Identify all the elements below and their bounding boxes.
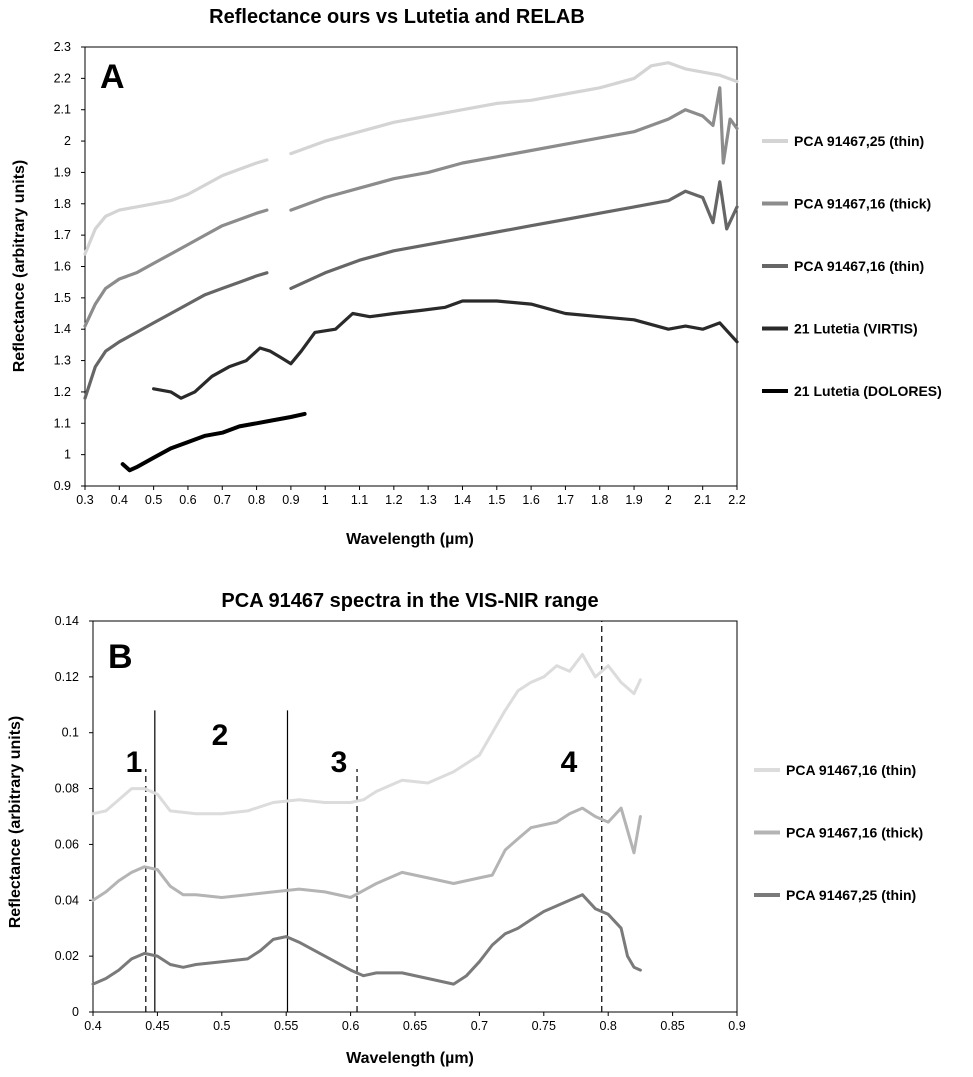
chart-a-legend-label: PCA 91467,16 (thin) xyxy=(794,258,924,274)
chart-a-x-tick-label: 0.6 xyxy=(179,493,196,507)
chart-a-legend-label: PCA 91467,16 (thick) xyxy=(794,196,931,212)
chart-a-x-tick-label: 1.6 xyxy=(522,493,539,507)
chart-b-x-tick-label: 0.75 xyxy=(532,1019,556,1033)
region-label-4: 4 xyxy=(561,746,578,779)
chart-b-y-tick-label: 0.14 xyxy=(55,614,79,628)
chart-a-x-tick-label: 1.4 xyxy=(454,493,471,507)
chart-b-y-tick-label: 0.06 xyxy=(55,837,79,851)
chart-b-x-tick-label: 0.6 xyxy=(342,1019,359,1033)
chart-a-legend: PCA 91467,25 (thin) PCA 91467,16 (thick) P… xyxy=(762,133,942,399)
chart-a-series-line-1 xyxy=(289,61,739,156)
chart-b-x-tick-label: 0.5 xyxy=(213,1019,230,1033)
chart-b-x-tick-label: 0.4 xyxy=(84,1019,101,1033)
chart-a-y-tick-label: 1.8 xyxy=(54,197,71,211)
chart-b-y-tick-label: 0.1 xyxy=(62,726,79,740)
chart-a-legend-label: PCA 91467,25 (thin) xyxy=(794,133,924,149)
chart-a-y-tick-label: 2.2 xyxy=(54,71,71,85)
chart-a-x-tick-label: 0.8 xyxy=(248,493,265,507)
chart-b-panel-label: B xyxy=(108,638,133,676)
chart-a-x-tick-label: 1.9 xyxy=(625,493,642,507)
chart-a-x-tick-label: 1.5 xyxy=(488,493,505,507)
chart-a-x-tick-label: 1.2 xyxy=(385,493,402,507)
chart-a-x-tick-label: 0.4 xyxy=(111,493,128,507)
chart-a-plot-frame xyxy=(84,46,738,487)
chart-b-x-tick-label: 0.85 xyxy=(660,1019,684,1033)
chart-a-x-tick-label: 1.3 xyxy=(419,493,436,507)
chart-b-y-tick-label: 0.04 xyxy=(55,893,79,907)
chart-a-y-tick-label: 1.5 xyxy=(54,291,71,305)
chart-b-legend-label: PCA 91467,16 (thin) xyxy=(786,762,916,778)
chart-a-legend-label: 21 Lutetia (DOLORES) xyxy=(794,383,942,399)
chart-b-series-line-2 xyxy=(91,806,642,902)
chart-a-y-tick-label: 2 xyxy=(64,134,71,148)
chart-a-axes: 0.3 0.4 0.5 0.6 0.7 0.8 0.9 1 1.1 1.2 1.3 1.4 1.5 1.6… xyxy=(54,40,746,507)
chart-a-x-tick-label: 2.2 xyxy=(728,493,745,507)
chart-b-y-tick-label: 0.08 xyxy=(55,782,79,796)
chart-a-x-tick-label: 2 xyxy=(665,493,672,507)
chart-b-x-tick-label: 0.65 xyxy=(403,1019,427,1033)
chart-b-y-tick-label: 0.02 xyxy=(55,949,79,963)
chart-a-x-tick-label: 1.7 xyxy=(557,493,574,507)
chart-b-series xyxy=(91,653,642,986)
chart-a-y-tick-label: 1.3 xyxy=(54,354,71,368)
chart-a-y-tick-label: 0.9 xyxy=(54,479,71,493)
chart-a-y-tick-label: 1.4 xyxy=(54,322,71,336)
chart-a-y-tick-label: 2.1 xyxy=(54,103,71,117)
chart-a-series-line-4 xyxy=(152,299,739,400)
chart-a-y-tick-label: 1 xyxy=(64,448,71,462)
region-label-1: 1 xyxy=(126,746,143,779)
chart-b-legend-label: PCA 91467,25 (thin) xyxy=(786,887,916,903)
chart-b-series-line-1 xyxy=(91,653,642,816)
chart-a-y-tick-label: 1.2 xyxy=(54,385,71,399)
chart-a-y-tick-label: 1.6 xyxy=(54,260,71,274)
chart-a-x-tick-label: 2.1 xyxy=(694,493,711,507)
region-label-2: 2 xyxy=(212,719,229,752)
chart-a-x-tick-label: 1 xyxy=(322,493,329,507)
chart-a-y-tick-label: 2.3 xyxy=(54,40,71,54)
chart-a-xlabel: Wavelength (µm) xyxy=(346,531,474,548)
chart-b-title: PCA 91467 spectra in the VIS-NIR range xyxy=(221,590,598,612)
chart-b-region-lines xyxy=(145,621,603,1012)
chart-a-x-tick-label: 0.3 xyxy=(76,493,93,507)
chart-b-legend-label: PCA 91467,16 (thick) xyxy=(786,825,923,841)
chart-b-axes: 0.4 0.45 0.5 0.55 0.6 0.65 0.7 0.75 0.8 0.85 0.9 0 0… xyxy=(55,614,746,1033)
chart-a-series-line-1 xyxy=(83,158,269,256)
chart-a-y-tick-label: 1.1 xyxy=(54,416,71,430)
chart-b-legend: PCA 91467,16 (thin) PCA 91467,16 (thick) P… xyxy=(754,762,923,903)
chart-a-series-line-2 xyxy=(289,86,739,212)
chart-a-title: Reflectance ours vs Lutetia and RELAB xyxy=(209,6,585,28)
chart-b-x-tick-label: 0.7 xyxy=(471,1019,488,1033)
chart-b-xlabel: Wavelength (µm) xyxy=(346,1050,474,1067)
chart-a-y-tick-label: 1.7 xyxy=(54,228,71,242)
chart-a-ylabel: Reflectance (arbitrary units) xyxy=(11,160,28,373)
chart-a-series-line-5 xyxy=(120,411,307,473)
chart-a-series-line-3 xyxy=(83,271,269,400)
chart-a-x-tick-label: 0.7 xyxy=(214,493,231,507)
chart-a-x-tick-label: 0.9 xyxy=(282,493,299,507)
chart-a-legend-label: 21 Lutetia (VIRTIS) xyxy=(794,321,918,337)
chart-b-x-tick-label: 0.9 xyxy=(728,1019,745,1033)
chart-a-series-line-2 xyxy=(83,208,269,328)
chart-a-panel-label: A xyxy=(100,58,125,96)
chart-b-y-tick-label: 0 xyxy=(72,1005,79,1019)
chart-a-x-tick-label: 1.8 xyxy=(591,493,608,507)
chart-a-y-tick-label: 1.9 xyxy=(54,165,71,179)
chart-b-x-tick-label: 0.55 xyxy=(274,1019,298,1033)
region-label-3: 3 xyxy=(331,746,348,779)
chart-b-ylabel: Reflectance (arbitrary units) xyxy=(7,716,24,929)
chart-b-x-tick-label: 0.45 xyxy=(145,1019,169,1033)
chart-b-x-tick-label: 0.8 xyxy=(600,1019,617,1033)
chart-b-series-line-3 xyxy=(91,893,642,986)
chart-a-x-tick-label: 0.5 xyxy=(145,493,162,507)
chart-a-series xyxy=(83,61,739,473)
chart-a-series-line-3 xyxy=(289,180,739,290)
chart-a-x-tick-label: 1.1 xyxy=(351,493,368,507)
chart-b-y-tick-label: 0.12 xyxy=(55,670,79,684)
